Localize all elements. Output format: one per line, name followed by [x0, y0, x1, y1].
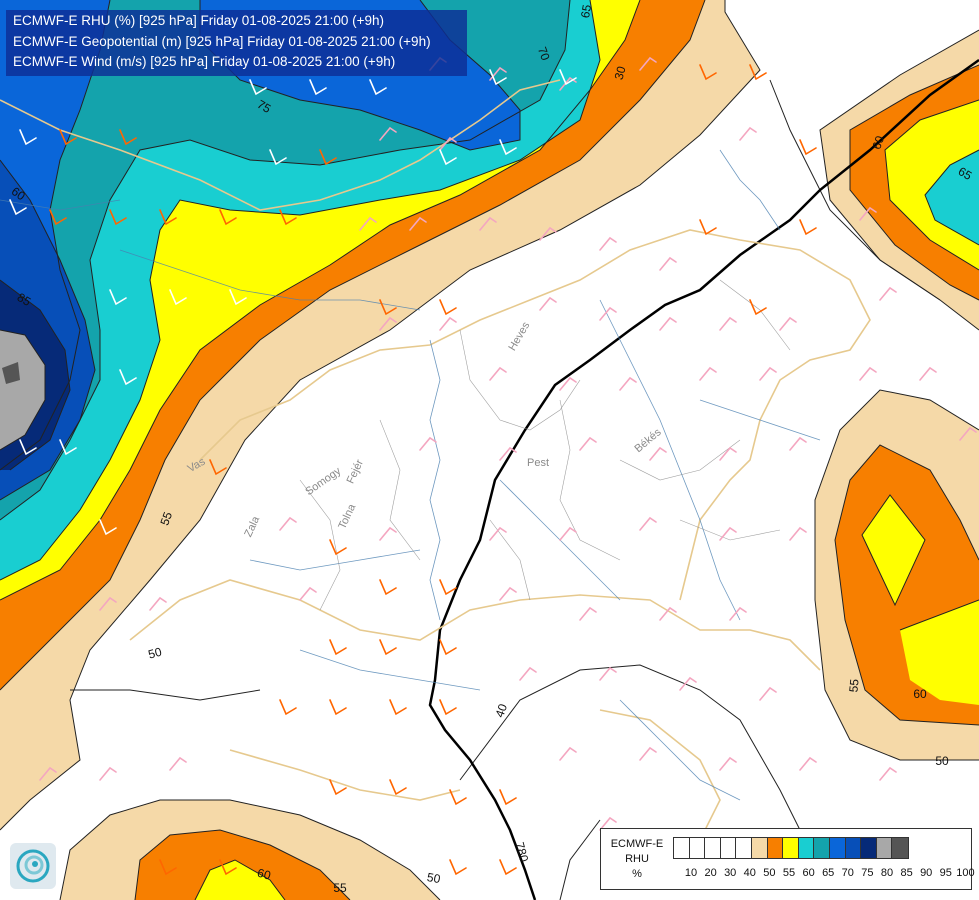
legend-variable: RHU [625, 853, 649, 865]
contour-label: 50 [426, 870, 442, 886]
legend-tick-label: 80 [880, 867, 894, 879]
legend-tick-label: 55 [782, 867, 796, 879]
legend: ECMWF-E RHU % 10 20 30 40 50 55 60 65 70 75 80 85 90… [600, 828, 975, 890]
contour-label: 85 [15, 290, 34, 309]
legend-swatch [736, 838, 752, 858]
title-box: ECMWF-E RHU (%) [925 hPa] Friday 01-08-2… [6, 10, 467, 76]
legend-tick-label: 20 [704, 867, 717, 879]
rhu-right-bottom-65b [900, 600, 979, 705]
wind-barbs [9, 56, 977, 876]
legend-unit: % [632, 868, 642, 880]
contour-label: 55 [157, 510, 175, 528]
legend-swatch [892, 838, 908, 858]
legend-swatch [783, 838, 799, 858]
rhu-white-patch [800, 50, 845, 75]
legend-tick-label: 70 [841, 867, 854, 879]
legend-tick-label: 65 [822, 867, 835, 879]
contour-label: 65 [956, 164, 975, 183]
legend-tick-label: 100 [956, 867, 975, 879]
contour-label: 65 [578, 3, 594, 19]
borders [0, 79, 871, 841]
legend-swatch [689, 838, 706, 858]
title-line-rhu: ECMWF-E RHU (%) [925 hPa] Friday 01-08-2… [13, 13, 385, 28]
title-line-wind: ECMWF-E Wind (m/s) [925 hPa] Friday 01-0… [13, 54, 396, 69]
contour-label: 40 [492, 702, 510, 720]
legend-swatch [814, 838, 830, 858]
legend-title: ECMWF-E RHU % [605, 837, 669, 882]
legend-ticks: 10 20 30 40 50 55 60 65 70 75 80 85 90 95 100 [673, 867, 975, 881]
swirl-logo-icon [16, 849, 50, 883]
contour-label: 50 [147, 645, 164, 662]
contour-label: 60 [913, 687, 927, 701]
contour-label: 75 [255, 97, 274, 116]
legend-swatch [674, 838, 690, 858]
legend-tick-label: 60 [802, 867, 815, 879]
contour-label: 55 [333, 881, 347, 895]
contour-label: 780 [513, 840, 532, 863]
contour-label: 60 [256, 866, 273, 883]
contour-label: 55 [846, 678, 861, 693]
legend-swatch [861, 838, 877, 858]
geopotential-780-line [428, 58, 979, 900]
rhu-right-bottom-65a [862, 495, 925, 605]
logo-icon [10, 843, 56, 889]
legend-model: ECMWF-E [610, 838, 664, 850]
rhu-band-100 [2, 362, 20, 384]
legend-tick-label: 95 [939, 867, 952, 879]
legend-swatch [829, 838, 846, 858]
rhu-bottom-65 [195, 860, 285, 900]
legend-tick-label: 50 [763, 867, 776, 879]
legend-swatches [673, 837, 909, 859]
legend-swatch [798, 838, 815, 858]
contour-label: 70 [535, 45, 553, 63]
county-lines [299, 279, 791, 611]
contour-label: 50 [935, 754, 949, 768]
legend-tick-label: 40 [743, 867, 756, 879]
contour-label: 60 [869, 134, 887, 152]
contour-label-layer: 65 70 75 30 60 85 60 65 55 50 40 780 55 60 50 60 55 50 [9, 3, 975, 895]
legend-swatch [767, 838, 784, 858]
legend-swatch [751, 838, 768, 858]
legend-tick-label: 75 [861, 867, 874, 879]
legend-swatch [720, 838, 737, 858]
legend-tick-label: 90 [920, 867, 933, 879]
legend-tick-label: 10 [684, 867, 698, 879]
legend-tick-label: 30 [724, 867, 737, 879]
contour-label: 30 [612, 64, 629, 81]
legend-swatch [876, 838, 893, 858]
legend-swatch [845, 838, 862, 858]
rhu-band-95 [0, 330, 45, 450]
rivers [0, 149, 821, 801]
rhu-right-top-70 [925, 150, 979, 245]
legend-tick-label: 85 [900, 867, 913, 879]
legend-swatch [705, 838, 721, 858]
region-label: Pest [527, 457, 549, 469]
title-line-geopotential: ECMWF-E Geopotential (m) [925 hPa] Frida… [13, 33, 431, 49]
